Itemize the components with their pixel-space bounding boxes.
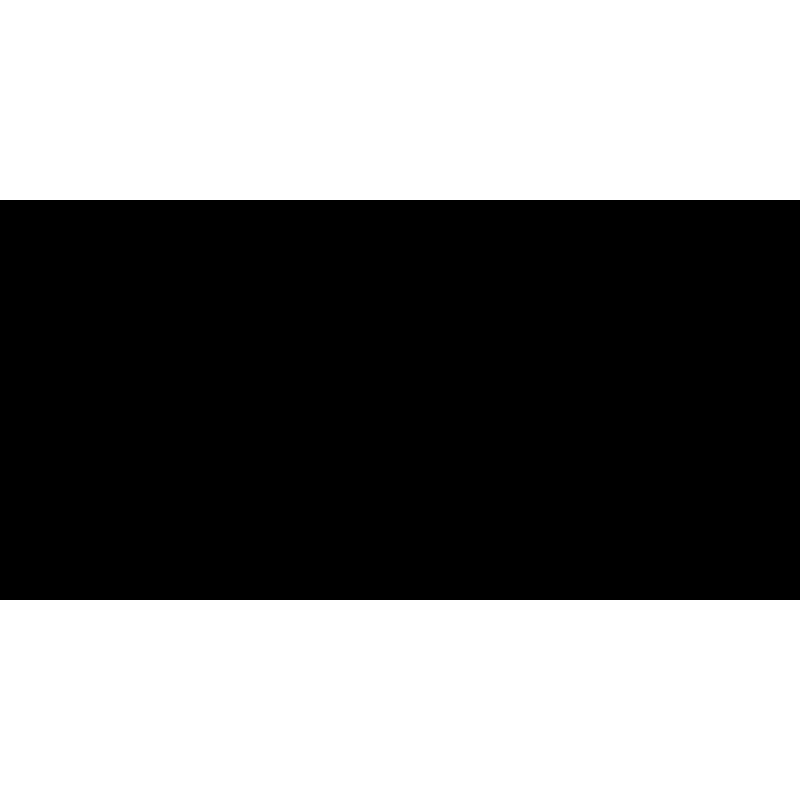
wordcloud: [0, 200, 800, 600]
